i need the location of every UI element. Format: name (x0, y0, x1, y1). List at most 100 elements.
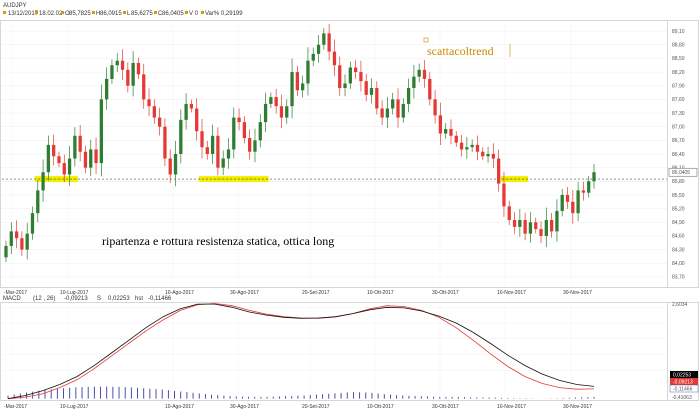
candle-up (110, 65, 114, 79)
candle-down (216, 135, 220, 168)
macd-x-tick-label: 10-Nov-2017 (497, 404, 526, 410)
candle-up (470, 144, 474, 148)
price-x-tick-label: 30-Ott-2017 (432, 290, 459, 296)
candle-down (78, 135, 82, 152)
watermark-text: scattacoltrend (427, 44, 494, 58)
candle-up (67, 158, 72, 175)
price-tick-label: 84,60 (672, 234, 685, 240)
macd-tag-3 (669, 384, 699, 393)
candle-down (274, 97, 278, 107)
watermark-box-icon (423, 37, 429, 43)
candle-up (263, 103, 268, 123)
price-tick-label: 83,70 (672, 275, 685, 281)
candle-down (62, 163, 66, 175)
candle-up (232, 117, 236, 150)
price-axis: 89,10 88,80 88,50 88,20 87,90 87,60 87,30 87,00… (672, 29, 685, 281)
candle-up (115, 60, 119, 66)
candle-up (9, 231, 13, 246)
price-tick-label: 88,20 (672, 70, 685, 76)
price-tick-label: 89,10 (672, 29, 685, 35)
candle-down (332, 51, 337, 66)
macd-label-2: -0,09213 (673, 380, 693, 386)
price-x-tick-label: 10-Lug-2017 (60, 290, 89, 296)
candle-up (444, 128, 448, 134)
candle-up (412, 76, 416, 88)
candle-up (417, 69, 421, 77)
candle-down (534, 222, 538, 230)
macd-x-tick-label: 30-Nov-2017 (563, 404, 592, 410)
header-marker-icon (3, 11, 6, 14)
candle-down (126, 69, 130, 86)
candle-up (576, 190, 580, 214)
candle-up (301, 83, 305, 91)
candle-down (168, 158, 172, 175)
candle-down (136, 62, 141, 75)
candle-down (327, 33, 331, 52)
candle-down (200, 131, 204, 148)
candle-down (338, 65, 342, 88)
candle-down (449, 128, 453, 136)
macd-x-tick-label: 10-Ott-2017 (367, 404, 394, 410)
candle-down (497, 158, 501, 184)
candle-down (295, 72, 299, 91)
candle-down (14, 231, 19, 239)
price-tick-label: 87,60 (672, 97, 685, 103)
candle-down (152, 106, 156, 118)
candle-up (258, 122, 262, 141)
header-high-marker-icon (92, 11, 95, 14)
macd-label-1: 0,02253 (673, 373, 691, 379)
candle-down (454, 135, 458, 143)
candle-down (422, 69, 427, 79)
candle-down (83, 151, 88, 168)
candle-down (523, 220, 527, 234)
price-x-tick-label: 10-Ott-2017 (367, 290, 394, 296)
price-tick-label: 84,90 (672, 220, 685, 226)
macd-label-3: -0,11466 (673, 387, 693, 393)
macd-x-tick-label: 10-Lug-2017 (60, 404, 89, 410)
candle-down (491, 154, 495, 159)
candle-down (279, 106, 284, 118)
candle-down (502, 183, 506, 207)
date-label: 13/12/2017 (8, 11, 39, 17)
candle-up (587, 181, 591, 193)
candle-up (210, 135, 215, 154)
time-label: 18.02.02 (39, 11, 63, 17)
price-tick-label: 88,50 (672, 56, 685, 62)
macd-label-bottom: -0,41063 (672, 395, 692, 401)
candle-down (20, 238, 24, 250)
candle-down (359, 72, 363, 82)
candle-up (226, 149, 231, 159)
symbol-label: AUDJPY (3, 3, 27, 9)
price-tick-label: 87,90 (672, 84, 685, 90)
macd-line (7, 303, 595, 400)
candles (4, 23, 596, 263)
price-tick-label: 86,40 (672, 152, 685, 158)
candle-up (46, 144, 51, 173)
header-time-marker-icon (35, 11, 38, 14)
last-price-tag: 86,0405 (668, 167, 698, 177)
price-x-tick-label: 20-Set-2017 (302, 290, 330, 296)
candle-up (348, 67, 352, 84)
candle-down (157, 117, 162, 127)
low-value: 85,6275 (131, 11, 153, 17)
macd-x-axis: -Mar-2017 10-Lug-2017 10-Ago-2017 30-Ago-20… (4, 404, 592, 410)
candle-down (195, 108, 199, 132)
candle-down (396, 99, 400, 118)
macd-tag-1 (670, 371, 698, 378)
candle-up (311, 53, 315, 61)
candle-down (189, 103, 194, 109)
candle-up (105, 78, 109, 100)
candle-down (237, 117, 241, 123)
candle-down (57, 156, 61, 164)
price-tick-label: 85,50 (672, 193, 685, 199)
candle-up (322, 33, 326, 45)
close-prefix: C (158, 11, 163, 17)
candle-up (560, 194, 564, 211)
change-value: Var% 0,29199 (205, 11, 243, 17)
candle-down (549, 220, 554, 232)
signal-prefix: S (97, 296, 101, 302)
macd-tag-2 (670, 378, 698, 385)
candle-up (30, 213, 35, 234)
header-open-marker-icon (61, 11, 64, 14)
candle-up (555, 210, 559, 232)
